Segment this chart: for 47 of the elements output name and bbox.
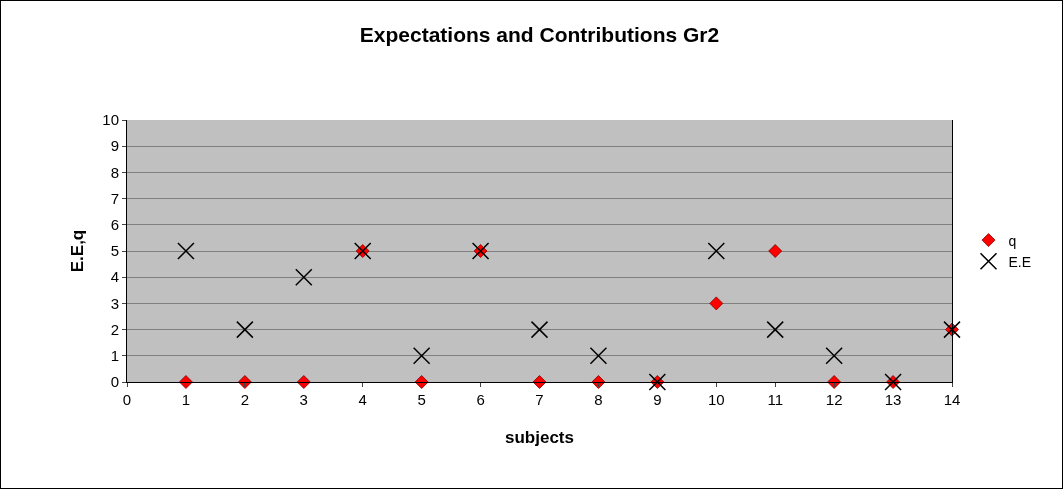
y-tick-label: 7 — [110, 189, 119, 207]
chart-title: Expectations and Contributions Gr2 — [359, 23, 720, 47]
x-tick-label: 6 — [476, 391, 485, 408]
x-tick-label: 1 — [181, 391, 191, 408]
point — [296, 375, 311, 389]
legend-label: q — [1008, 232, 1017, 249]
x-tick-label: 10 — [707, 391, 725, 408]
point — [177, 242, 195, 260]
x-tick-label: 4 — [358, 391, 367, 408]
legend-label: E.E — [1008, 253, 1032, 270]
y-axis-title: E.E,q — [68, 229, 87, 273]
point — [237, 375, 252, 389]
x-tick-label: 12 — [825, 391, 843, 408]
y-tick-label: 2 — [110, 320, 119, 338]
x-axis-title: subjects — [505, 428, 574, 447]
point — [766, 320, 784, 339]
x-tick-label: 13 — [884, 391, 902, 408]
y-tick-label: 8 — [110, 163, 119, 181]
y-tick-label: 0 — [110, 373, 119, 391]
point — [589, 347, 608, 365]
x-tick-label: 8 — [594, 391, 603, 408]
x-tick-label: 0 — [122, 391, 132, 408]
x-tick-label: 14 — [943, 391, 961, 408]
y-tick-label: 4 — [110, 268, 119, 286]
y-tick-label: 3 — [110, 294, 119, 312]
x-tick-label: 3 — [299, 391, 308, 408]
point — [768, 244, 783, 258]
point — [412, 347, 431, 365]
point — [179, 375, 193, 389]
y-tick-label: 1 — [110, 347, 119, 365]
x-tick-label: 9 — [653, 391, 662, 408]
point — [707, 242, 726, 260]
x-tick-label: 2 — [240, 391, 250, 408]
point — [236, 320, 254, 339]
point — [709, 296, 724, 311]
y-tick-label: 9 — [110, 137, 119, 155]
y-tick-label: 6 — [110, 216, 119, 234]
point — [295, 268, 313, 286]
point — [414, 375, 429, 389]
point — [827, 375, 842, 389]
y-tick-label: 5 — [110, 242, 119, 260]
point — [825, 347, 843, 365]
x-tick-label: 5 — [417, 391, 426, 408]
y-tick-label: 10 — [102, 111, 119, 129]
x-tick-label: 11 — [767, 391, 783, 408]
point — [530, 320, 549, 339]
x-tick-label: 7 — [535, 391, 544, 408]
